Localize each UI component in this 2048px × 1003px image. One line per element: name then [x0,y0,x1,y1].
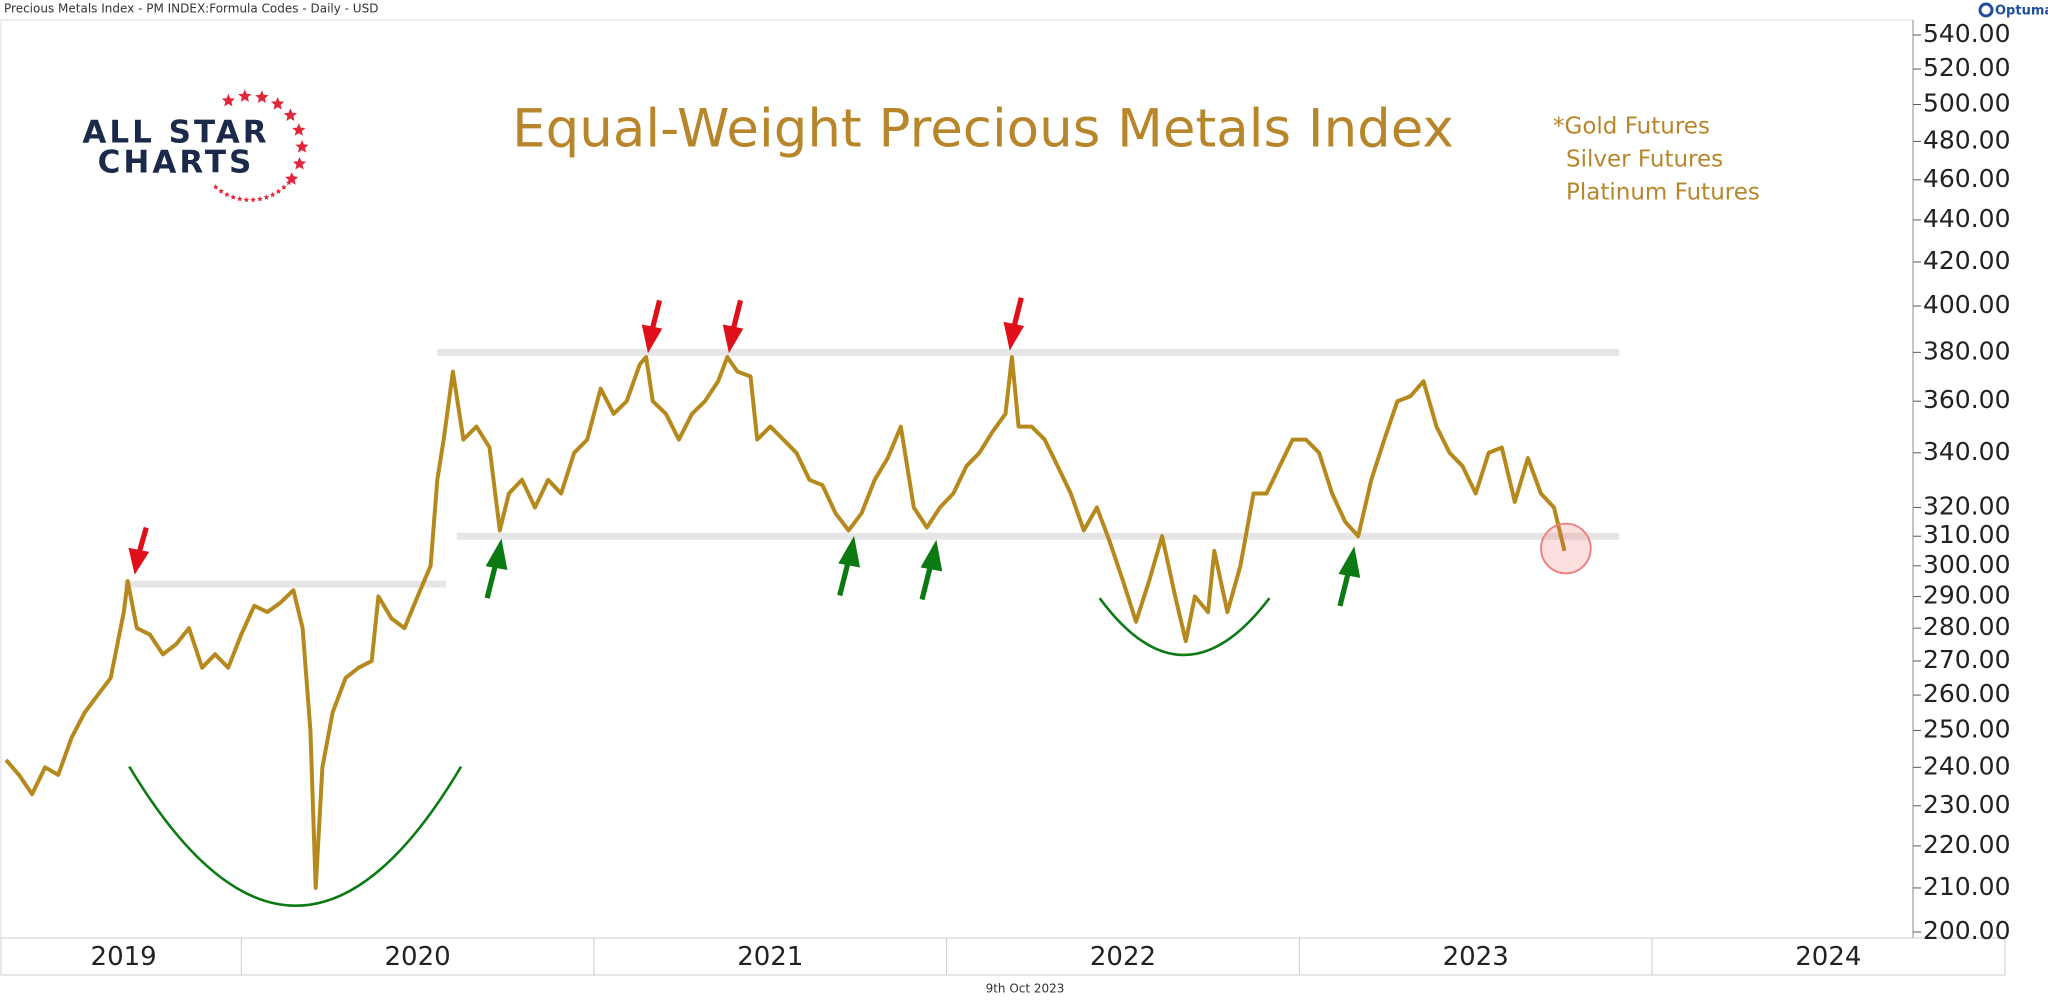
x-tick-label: 2021 [737,942,803,972]
brand-icon [1978,2,1994,18]
footer-date: 9th Oct 2023 [986,982,1065,996]
logo-star [236,196,243,202]
red-arrows [128,297,1025,575]
header-text: Precious Metals Index - PM INDEX:Formula… [4,2,378,16]
chart-annotations [128,297,1592,908]
y-tick-label: 440.00 [1923,204,2010,233]
logo-star [292,156,307,170]
logo-star [212,184,219,190]
annotation-text: Silver Futures [1566,147,1723,173]
logo-star [257,196,263,202]
y-tick-label: 360.00 [1923,385,2010,414]
logo-star [250,196,256,203]
arrow-head [920,539,943,572]
x-tick-label: 2022 [1090,942,1156,972]
logo-stars [212,89,309,203]
arrow-head [485,538,508,571]
bottom-arc [1098,597,1271,657]
y-tick-label: 380.00 [1923,336,2010,365]
y-tick-label: 270.00 [1923,645,2010,674]
logo-star [292,123,306,136]
logo-star [283,108,298,121]
annotation-text: Platinum Futures [1566,180,1760,206]
y-tick-label: 260.00 [1923,679,2010,708]
arrow-head [1338,546,1361,578]
arrow [1010,297,1024,330]
levels [123,348,1620,588]
y-tick-label: 200.00 [1923,916,2010,945]
y-tick-label: 480.00 [1923,125,2010,154]
arrow-head [838,535,861,568]
y-tick-label: 240.00 [1923,751,2010,780]
x-tick-label: 2019 [91,942,157,972]
y-tick-label: 220.00 [1923,830,2010,859]
y-tick-label: 340.00 [1923,437,2010,466]
logo-line2: CHARTS [98,145,255,181]
logo-star [255,90,269,103]
arrow-head [722,324,744,354]
y-tick-label: 460.00 [1923,164,2010,193]
y-tick-label: 420.00 [1923,246,2010,275]
highlight-circle [1540,522,1592,575]
time-axis-strip [0,937,2006,976]
y-tick-label: 210.00 [1923,872,2010,901]
logo-star [281,184,287,190]
y-tick-label: 250.00 [1923,714,2010,743]
y-tick-label: 320.00 [1923,492,2010,521]
logo-star [218,188,224,194]
x-tick-label: 2020 [385,942,451,972]
logo-star [221,93,235,107]
arrow-head [1003,321,1025,351]
logo-star [285,179,292,186]
arrow [649,299,663,333]
plot [4,355,1567,890]
y-tick-label: 300.00 [1923,550,2010,579]
logo-star [295,140,309,153]
bottom-arc [128,765,463,908]
arrow-head [128,547,150,575]
x-tick-label: 2024 [1795,942,1861,972]
y-tick-label: 280.00 [1923,612,2010,641]
y-tick-label: 540.00 [1923,19,2010,48]
logo-star [271,97,285,110]
logo-star [275,188,282,194]
logo-star [269,191,276,198]
annotation-text: *Gold Futures [1553,114,1710,140]
y-tick-label: 230.00 [1923,790,2010,819]
price-line [4,355,1567,890]
logo-line1: ALL STAR [82,115,269,151]
brand: Optuma [1978,2,2048,19]
y-tick-label: 310.00 [1923,520,2010,549]
y-tick-label: 520.00 [1923,53,2010,82]
y-tick-label: 500.00 [1923,89,2010,118]
logo-star [224,191,230,197]
arrow [730,299,744,333]
logo: ALL STAR CHARTS [82,89,309,203]
green-arrows [484,535,1361,607]
logo-star [230,194,236,200]
chart-title: Equal-Weight Precious Metals Index [512,99,1454,160]
y-tick-label: 290.00 [1923,580,2010,609]
brand-text: Optuma [1995,4,2048,19]
logo-star [243,196,250,203]
logo-star [238,89,252,102]
arrow-head [641,324,663,354]
logo-star [263,194,270,200]
x-tick-label: 2023 [1443,942,1509,972]
logo-star [290,174,296,180]
y-tick-label: 400.00 [1923,290,2010,319]
